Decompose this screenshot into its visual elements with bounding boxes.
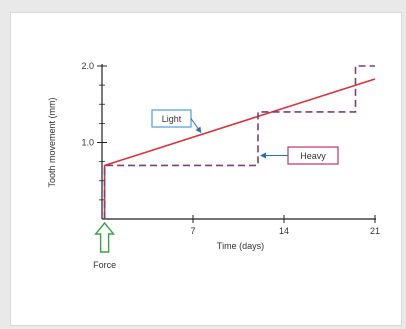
y-axis-title: Tooth movement (mm) (47, 97, 57, 187)
x-tick-label: 14 (279, 226, 289, 236)
light-pointer-arrow (190, 118, 202, 134)
force-arrow-icon (94, 221, 116, 253)
tooth-movement-chart: 1.0 2.0 7 14 21 Time (days) Tooth movement (mm… (47, 61, 380, 270)
x-tick-label: 7 (190, 226, 195, 236)
heavy-label-text: Heavy (300, 151, 326, 161)
light-label-text: Light (162, 114, 182, 124)
y-tick-label: 2.0 (81, 61, 94, 71)
force-label: Force (93, 260, 116, 270)
x-tick-label: 21 (370, 226, 380, 236)
figure-card: 1.0 2.0 7 14 21 Time (days) Tooth movement (mm… (10, 12, 402, 326)
series-line-heavy (103, 65, 375, 219)
y-tick-label: 1.0 (81, 138, 94, 148)
x-axis-title: Time (days) (217, 241, 264, 251)
